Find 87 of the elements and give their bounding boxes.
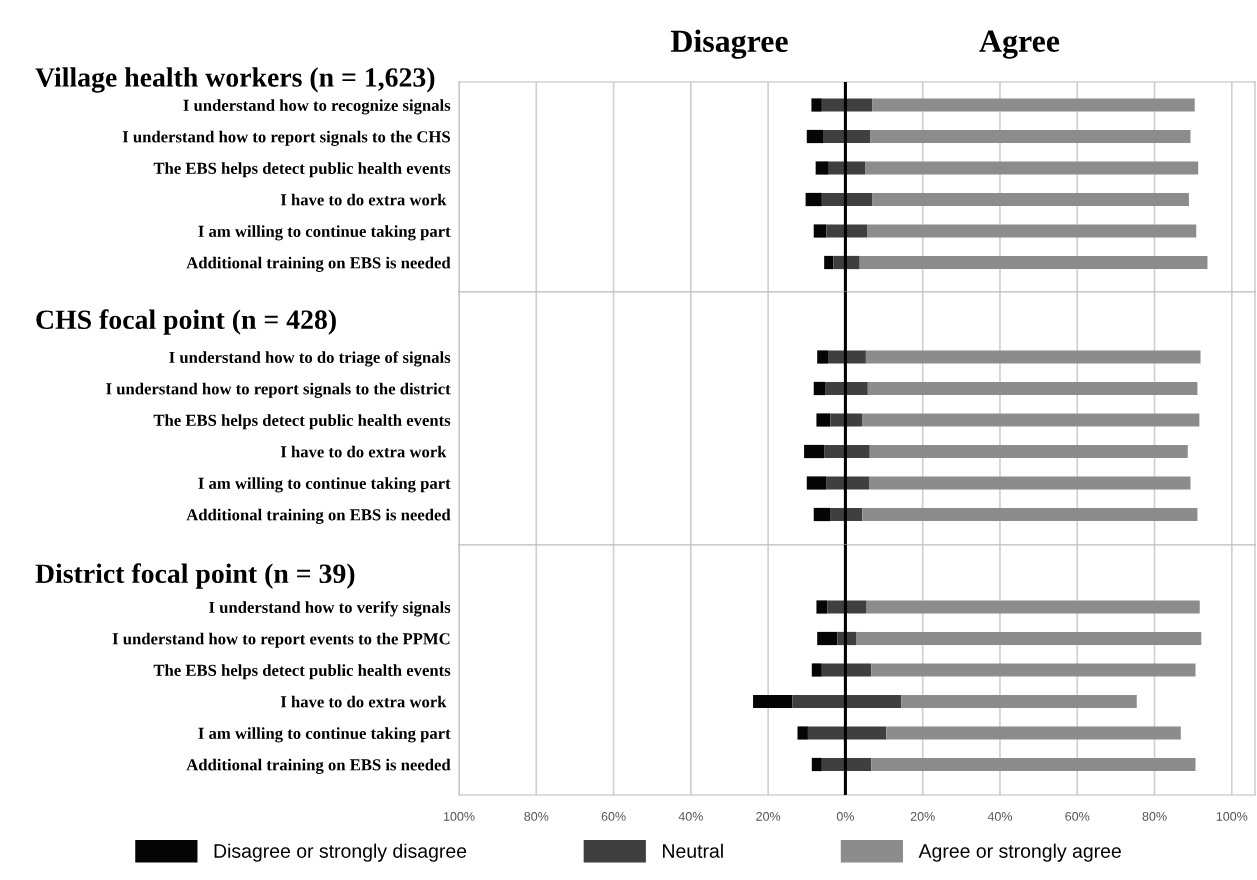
bar	[886, 726, 1181, 740]
bar	[816, 600, 828, 614]
x-tick-label: 80%	[524, 812, 549, 821]
bar	[870, 129, 1191, 144]
x-tick-label: 40%	[987, 812, 1013, 821]
text: Disagree	[670, 29, 788, 59]
bar	[824, 255, 834, 270]
text: Agree	[979, 30, 1060, 59]
bar	[867, 381, 1198, 396]
bar	[753, 694, 793, 709]
bar	[807, 726, 887, 740]
bar	[821, 663, 872, 677]
bar	[872, 98, 1195, 112]
bar	[872, 192, 1189, 207]
legend-label: Neutral	[663, 843, 723, 858]
y-tick-label: I have to do extra work	[280, 695, 447, 708]
x-tick-label: 40%	[678, 812, 703, 821]
y-tick-label: I have to do extra work	[280, 193, 447, 206]
text: District focal point (n = 39)	[35, 563, 355, 589]
x-tick-label: 100%	[1216, 812, 1248, 821]
bar	[868, 476, 1191, 490]
bar	[815, 161, 829, 175]
bar	[859, 255, 1208, 270]
legend-label: Agree or strongly agree	[918, 843, 1121, 862]
bar	[813, 381, 826, 396]
x-tick-label: 20%	[910, 812, 935, 821]
bar	[811, 757, 822, 772]
y-tick-label: The EBS helps detect public health events	[153, 414, 451, 430]
bar	[806, 476, 827, 490]
bar	[806, 129, 823, 144]
bar	[825, 381, 868, 396]
x-tick-label: 60%	[1065, 812, 1090, 821]
y-tick-label: I am willing to continue taking part	[198, 727, 451, 743]
bar	[830, 413, 863, 427]
bar	[811, 663, 822, 677]
y-tick-label: Additional training on EBS is needed	[186, 256, 451, 272]
y-tick-label: I understand how to report events to the PPMC	[112, 632, 450, 648]
text: Village health workers (n = 1,623)	[35, 67, 435, 93]
bar	[865, 161, 1199, 175]
bar	[828, 350, 866, 364]
bar	[871, 663, 1196, 677]
bar	[827, 600, 867, 614]
bar	[826, 476, 869, 490]
bar	[813, 507, 831, 522]
bar	[821, 757, 872, 772]
bar	[805, 192, 822, 207]
bar	[813, 224, 827, 238]
y-tick-label: I understand how to recognize signals	[183, 99, 451, 115]
y-tick-label: Additional training on EBS is needed	[186, 758, 451, 774]
bar	[804, 444, 825, 459]
y-tick-label: Additional training on EBS is needed	[186, 508, 451, 524]
bar	[817, 631, 838, 646]
bar	[821, 192, 873, 207]
bar	[826, 224, 868, 238]
bar	[871, 757, 1196, 772]
bar	[862, 413, 1200, 427]
bar	[862, 507, 1198, 522]
x-tick-label: 60%	[601, 812, 626, 821]
y-tick-label: I understand how to report signals to the district	[106, 382, 451, 398]
bar	[821, 98, 873, 112]
bar	[856, 631, 1202, 646]
bar	[867, 224, 1197, 238]
bar	[823, 129, 871, 144]
bar	[792, 694, 902, 709]
bar	[866, 600, 1200, 614]
text: CHS focal point (n = 428)	[36, 309, 336, 335]
bar	[865, 350, 1201, 364]
x-tick-label: 20%	[756, 812, 781, 821]
bar	[824, 444, 870, 459]
bar	[811, 98, 822, 112]
bar	[901, 694, 1137, 709]
x-tick-label: 80%	[1142, 812, 1167, 821]
y-tick-label: The EBS helps detect public health events	[153, 664, 451, 680]
y-tick-label: I understand how to verify signals	[209, 601, 451, 617]
bar	[869, 444, 1188, 459]
bar	[817, 350, 829, 364]
y-tick-label: I understand how to report signals to the CHS	[122, 130, 450, 146]
x-tick-label: 0%	[836, 812, 854, 821]
legend-label: Disagree or strongly disagree	[214, 843, 467, 862]
y-tick-label: I have to do extra work	[280, 445, 447, 458]
y-tick-label: The EBS helps detect public health events	[153, 162, 451, 178]
bar	[816, 413, 831, 427]
bar	[797, 726, 808, 740]
y-tick-label: I understand how to do triage of signals	[169, 351, 451, 367]
y-tick-label: I am willing to continue taking part	[198, 225, 451, 241]
x-tick-label: 100%	[443, 812, 475, 821]
y-tick-label: I am willing to continue taking part	[198, 477, 451, 493]
